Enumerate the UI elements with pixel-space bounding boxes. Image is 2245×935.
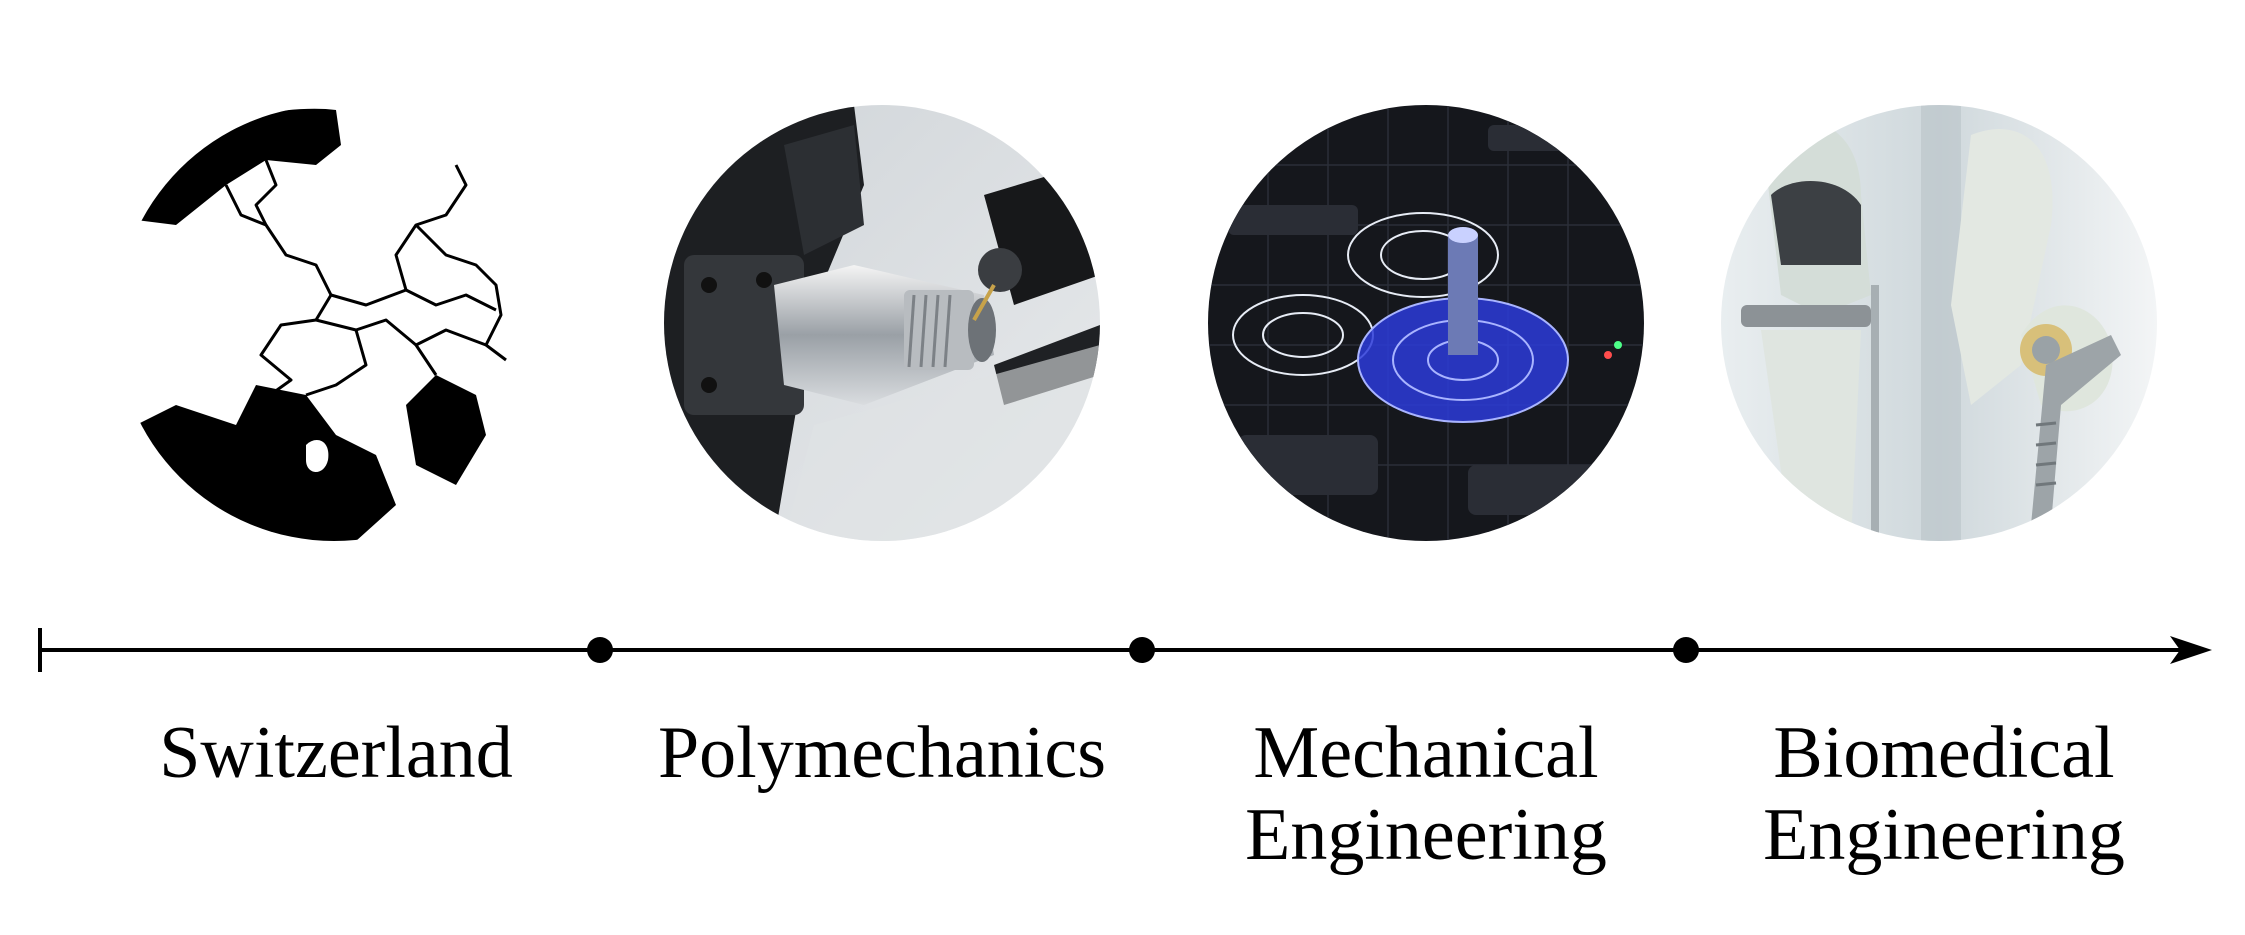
- cnc-machining-image: [664, 105, 1100, 541]
- stage-label-mechanical-engineering: Mechanical Engineering: [1245, 712, 1607, 876]
- cad-gears-image: [1208, 105, 1644, 541]
- biomedical-implant-image: [1721, 105, 2157, 541]
- timeline-axis: [38, 628, 2212, 672]
- stage-label-biomedical-engineering: Biomedical Engineering: [1763, 712, 2125, 876]
- gears-graphic: [1208, 105, 1644, 541]
- stage-label-switzerland: Switzerland: [159, 712, 513, 794]
- timeline-node-2: [1129, 637, 1155, 663]
- map-graphic: [116, 105, 552, 541]
- switzerland-map-image: [116, 105, 552, 541]
- implant-graphic: [1721, 105, 2157, 541]
- timeline-node-3: [1673, 637, 1699, 663]
- stage-label-polymechanics: Polymechanics: [657, 712, 1106, 794]
- timeline-arrowhead: [2170, 636, 2212, 664]
- cnc-graphic: [664, 105, 1100, 541]
- timeline-node-1: [587, 637, 613, 663]
